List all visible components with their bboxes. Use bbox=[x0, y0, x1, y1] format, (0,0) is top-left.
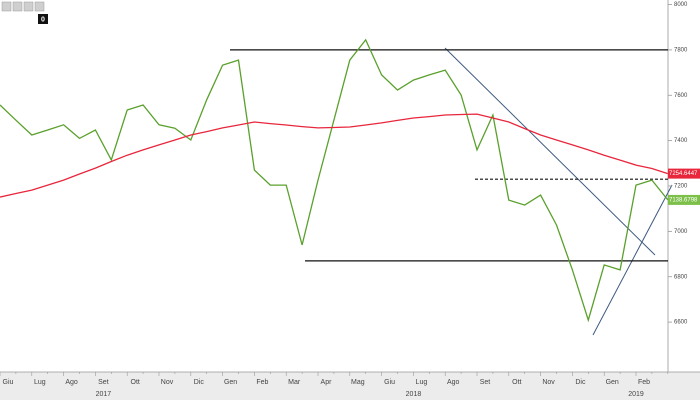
tool-button[interactable] bbox=[12, 1, 23, 12]
y-tick-label: 7800 bbox=[674, 47, 688, 53]
x-tick-label: Ott bbox=[131, 379, 140, 386]
toolbar: 0 bbox=[1, 1, 48, 24]
x-tick-label: Dic bbox=[194, 379, 205, 386]
y-tick-label: 6800 bbox=[674, 274, 688, 280]
last-value-label: 7138.6798 bbox=[669, 197, 698, 203]
year-label: 2017 bbox=[96, 391, 112, 398]
year-label: 2018 bbox=[406, 391, 422, 398]
x-tick-label: Feb bbox=[256, 379, 268, 386]
x-tick-label: Apr bbox=[321, 379, 333, 386]
x-tick-label: Ago bbox=[447, 379, 460, 386]
x-tick-label: Ott bbox=[512, 379, 521, 386]
last-value-label: 7254.6447 bbox=[669, 171, 698, 177]
y-tick-label: 7200 bbox=[674, 184, 688, 190]
tool-button[interactable] bbox=[1, 1, 12, 12]
badge: 0 bbox=[41, 16, 45, 23]
x-tick-label: Lug bbox=[34, 379, 46, 386]
x-tick-label: Gen bbox=[224, 379, 237, 386]
x-tick-label: Nov bbox=[542, 379, 555, 386]
y-tick-label: 8000 bbox=[674, 2, 688, 8]
x-tick-label: Nov bbox=[161, 379, 174, 386]
x-tick-label: Feb bbox=[638, 379, 650, 386]
y-tick-label: 7000 bbox=[674, 229, 688, 235]
x-tick-label: Mag bbox=[351, 379, 365, 386]
x-tick-label: Mar bbox=[288, 379, 301, 386]
series-line bbox=[0, 113, 668, 198]
y-tick-label: 6600 bbox=[674, 320, 688, 326]
tool-button[interactable] bbox=[23, 1, 34, 12]
x-tick-label: Lug bbox=[416, 379, 428, 386]
trend-line bbox=[444, 47, 656, 256]
x-tick-label: Ago bbox=[65, 379, 78, 386]
x-tick-label: Set bbox=[98, 379, 109, 386]
x-axis-band bbox=[0, 372, 700, 400]
x-tick-label: Set bbox=[480, 379, 491, 386]
x-tick-label: Giu bbox=[3, 379, 14, 386]
x-tick-label: Dic bbox=[575, 379, 586, 386]
y-tick-label: 7400 bbox=[674, 138, 688, 144]
year-label: 2019 bbox=[628, 391, 644, 398]
x-tick-label: Gen bbox=[606, 379, 619, 386]
last-value-box bbox=[668, 168, 700, 179]
series-line bbox=[0, 38, 669, 323]
trend-line bbox=[592, 184, 673, 336]
tool-button[interactable] bbox=[34, 1, 45, 12]
x-tick-label: Giu bbox=[384, 379, 395, 386]
badge-box bbox=[38, 14, 48, 24]
last-value-box bbox=[668, 194, 700, 205]
y-tick-label: 7600 bbox=[674, 93, 688, 99]
